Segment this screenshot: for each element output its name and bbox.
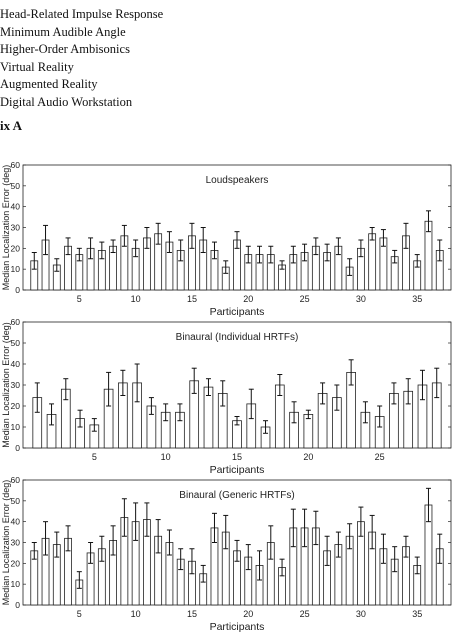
y-tick-label: 0 [15,285,20,295]
abbreviation-item: Virtual Reality [0,59,74,74]
abbreviation-item: Digital Audio Workstation [0,94,133,109]
x-axis-label: Participants [210,621,265,633]
y-tick-label: 60 [11,475,21,485]
x-tick-label: 10 [131,294,141,304]
y-tick-label: 40 [11,517,21,527]
x-tick-label: 15 [187,609,197,619]
x-tick-label: 15 [232,452,242,462]
x-tick-label: 5 [77,609,82,619]
chart-title: Loudspeakers [206,175,269,186]
abbreviation-item: Head-Related Impulse Response [0,7,164,21]
chart-panel-1: 0 10 20 30 40 50 60 5 10 15 20 25 30 35 Loudspeakers Pa… [1,160,452,318]
abbreviation-item: Minimum Audible Angle [0,24,126,39]
x-tick-label: 10 [161,452,171,462]
abbreviation-item: Higher-Order Ambisonics [0,42,130,57]
x-tick-label: 30 [356,294,366,304]
y-tick-label: 10 [11,264,21,274]
chart-title: Binaural (Generic HRTFs) [179,490,294,501]
y-tick-label: 10 [11,579,21,589]
y-tick-label: 40 [11,359,21,369]
x-tick-label: 25 [300,294,310,304]
chart-panel-3: 0 10 20 30 40 50 60 5 10 15 20 25 30 35 Binaural (Gene… [1,475,452,633]
x-tick-label: 25 [300,609,310,619]
appendix-heading: ix A [0,118,23,133]
chart-panel-2: 0 10 20 30 40 50 60 5 10 15 20 25 Binaural (Individu… [1,317,452,476]
y-tick-label: 30 [11,380,21,390]
x-axis-label: Participants [210,464,265,476]
y-tick-label: 20 [11,558,21,568]
x-tick-label: 30 [356,609,366,619]
x-tick-label: 20 [243,609,253,619]
x-tick-label: 15 [187,294,197,304]
y-tick-label: 20 [11,243,21,253]
y-tick-label: 0 [15,600,20,610]
y-axis-label: Median Localization Error (deg) [1,322,11,448]
x-tick-label: 25 [375,452,385,462]
y-tick-label: 40 [11,202,21,212]
x-tick-label: 10 [131,609,141,619]
x-axis-label: Participants [210,306,265,318]
y-tick-label: 30 [11,538,21,548]
bar-participant-31 [368,233,377,291]
y-axis-label: Median Localization Error (deg) [1,480,11,606]
bar-participant-20 [303,413,314,449]
y-tick-label: 10 [11,422,21,432]
y-tick-label: 20 [11,401,21,411]
x-tick-label: 5 [92,452,97,462]
x-tick-label: 20 [243,294,253,304]
x-tick-label: 35 [412,609,422,619]
x-tick-label: 20 [303,452,313,462]
y-tick-label: 60 [11,160,21,170]
y-tick-label: 0 [15,443,20,453]
abbreviation-list: Head-Related Impulse Response Minimum Au… [0,6,163,112]
y-tick-label: 50 [11,338,21,348]
y-tick-label: 50 [11,496,21,506]
chart-title: Binaural (Individual HRTFs) [176,332,299,343]
y-tick-label: 30 [11,223,21,233]
abbreviation-item: Augmented Reality [0,77,98,92]
x-tick-label: 35 [412,294,422,304]
y-tick-label: 60 [11,317,21,327]
y-axis-label: Median Localization Error (deg) [1,165,11,291]
y-tick-label: 50 [11,181,21,191]
x-tick-label: 5 [77,294,82,304]
bar-participant-13 [203,386,214,449]
